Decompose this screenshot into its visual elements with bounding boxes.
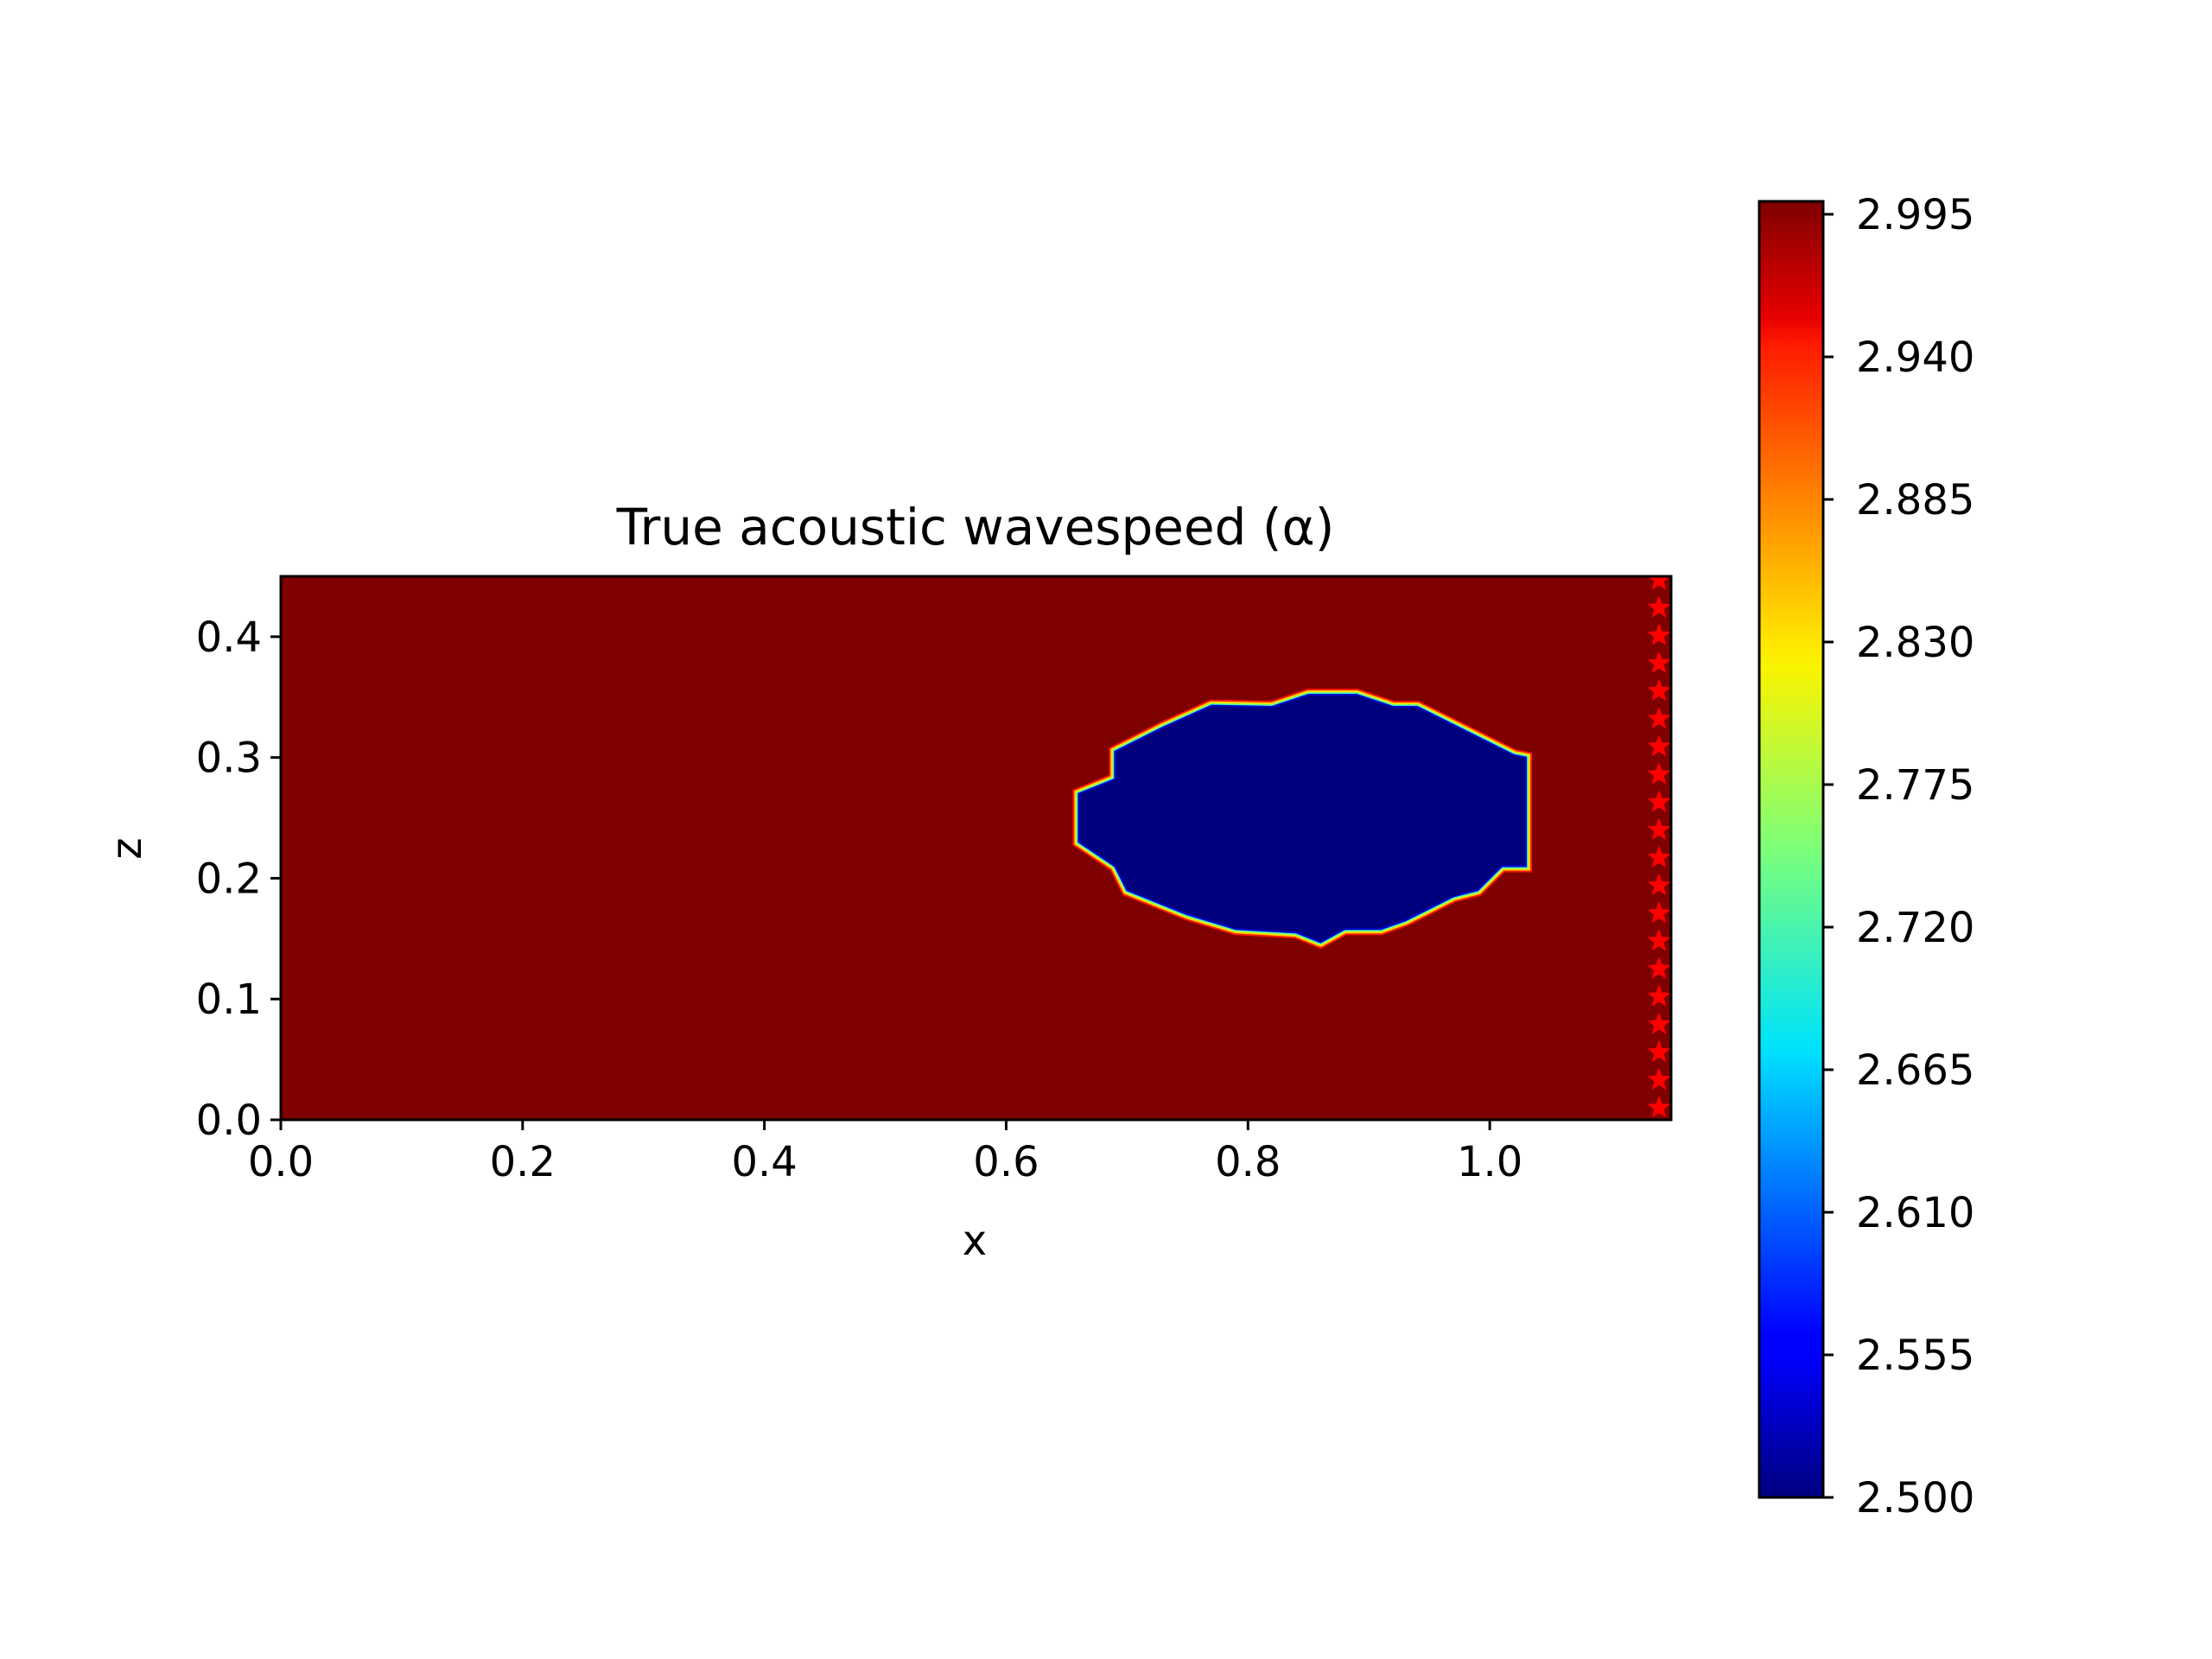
colorbar-tick-label: 2.940 bbox=[1856, 334, 1974, 382]
y-tick-label: 0.3 bbox=[196, 734, 262, 783]
colorbar-tick-label: 2.775 bbox=[1856, 761, 1974, 810]
receiver-marker bbox=[1647, 1067, 1671, 1090]
inclusion-layer bbox=[1072, 689, 1533, 950]
receiver-marker bbox=[1647, 984, 1671, 1007]
chart-title: True acoustic wavespeed (α) bbox=[616, 498, 1335, 556]
receiver-marker bbox=[1647, 901, 1671, 924]
inclusion-body bbox=[1077, 694, 1528, 944]
receiver-marker bbox=[1647, 929, 1671, 951]
receiver-marker bbox=[1647, 595, 1671, 618]
colorbar-frame bbox=[1758, 200, 1825, 1499]
x-tick-label: 0.4 bbox=[731, 1138, 797, 1186]
y-tick-label: 0.1 bbox=[196, 976, 262, 1024]
y-axis: 0.0 0.1 0.2 0.3 0.4 bbox=[196, 613, 281, 1145]
colorbar-tick-label: 2.665 bbox=[1856, 1046, 1974, 1095]
colorbar-gradient bbox=[1759, 201, 1823, 1497]
colorbar: 2.500 2.555 2.610 2.665 2.720 2.775 2.830 2.885… bbox=[1758, 191, 1974, 1522]
plot-frame bbox=[279, 575, 1673, 1122]
receiver-marker bbox=[1647, 1012, 1671, 1034]
y-axis-label: z bbox=[103, 837, 151, 859]
receiver-marker bbox=[1647, 651, 1671, 673]
receiver-marker bbox=[1647, 623, 1671, 645]
x-tick-label: 1.0 bbox=[1457, 1138, 1522, 1186]
y-tick-label: 0.4 bbox=[196, 613, 262, 662]
colorbar-tick-label: 2.610 bbox=[1856, 1189, 1974, 1237]
x-tick-label: 0.6 bbox=[973, 1138, 1039, 1186]
colorbar-tick-label: 2.500 bbox=[1856, 1474, 1974, 1522]
x-tick-label: 0.2 bbox=[490, 1138, 556, 1186]
receiver-marker bbox=[1647, 1039, 1671, 1063]
plot-area bbox=[279, 575, 1673, 1122]
colorbar-tick-label: 2.995 bbox=[1856, 191, 1974, 239]
receiver-marker bbox=[1647, 1096, 1671, 1118]
receiver-marker bbox=[1647, 873, 1671, 896]
receiver-markers bbox=[1647, 576, 1671, 1118]
x-tick-label: 0.8 bbox=[1215, 1138, 1281, 1186]
x-axis-label: x bbox=[963, 1217, 987, 1265]
receiver-marker bbox=[1647, 957, 1671, 979]
receiver-marker bbox=[1647, 678, 1671, 702]
colorbar-tick-label: 2.830 bbox=[1856, 619, 1974, 667]
receiver-marker bbox=[1647, 845, 1671, 868]
colorbar-tick-label: 2.720 bbox=[1856, 904, 1974, 952]
receiver-marker bbox=[1647, 762, 1671, 785]
receiver-marker bbox=[1647, 734, 1671, 757]
colorbar-tick-label: 2.885 bbox=[1856, 476, 1974, 524]
y-tick-label: 0.0 bbox=[196, 1096, 262, 1145]
x-tick-label: 0.0 bbox=[248, 1138, 314, 1186]
colorbar-tick-label: 2.555 bbox=[1856, 1332, 1974, 1380]
receiver-marker bbox=[1647, 790, 1671, 812]
colorbar-ticks: 2.500 2.555 2.610 2.665 2.720 2.775 2.830 2.885… bbox=[1823, 191, 1974, 1522]
receiver-marker bbox=[1647, 706, 1671, 729]
receiver-marker bbox=[1647, 817, 1671, 840]
x-axis: 0.0 0.2 0.4 0.6 0.8 1.0 bbox=[248, 1120, 1522, 1186]
y-tick-label: 0.2 bbox=[196, 855, 262, 903]
receiver-marker bbox=[1647, 576, 1671, 590]
